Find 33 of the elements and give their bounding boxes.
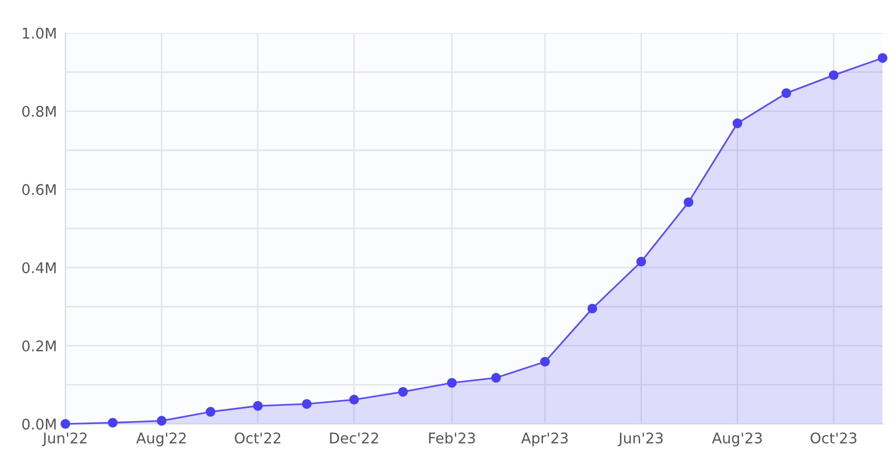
x-tick-label: Jun'22	[42, 432, 87, 446]
point	[398, 386, 408, 397]
x-tick-label: Feb'23	[429, 432, 475, 444]
point	[491, 372, 501, 383]
point	[878, 53, 888, 63]
point	[156, 416, 166, 426]
point	[447, 378, 457, 388]
point	[540, 356, 550, 367]
x-tick-label: Apr'23	[521, 432, 568, 446]
x-tick-label: Jun'23	[618, 432, 663, 446]
x-tick-label: Oct'22	[234, 432, 280, 444]
point	[587, 304, 598, 314]
x-tick-label: Aug'22	[136, 432, 186, 446]
point	[828, 70, 839, 80]
point	[732, 118, 742, 128]
point	[781, 88, 792, 98]
point	[60, 419, 70, 429]
y-tick-label: 1.0M	[22, 28, 56, 39]
x-tick-label: Aug'23	[712, 432, 762, 446]
y-tick-label: 0.6M	[22, 184, 56, 196]
point	[108, 418, 118, 428]
x-tick-label: Oct'23	[810, 432, 856, 444]
y-tick-label: 0.2M	[22, 340, 56, 352]
y-tick-label: 0.8M	[22, 106, 56, 117]
point	[302, 399, 312, 409]
point	[253, 401, 263, 411]
point	[349, 394, 359, 405]
point	[684, 197, 694, 208]
y-tick-label: 0.0M	[22, 418, 56, 430]
point	[636, 256, 646, 267]
point	[206, 406, 216, 417]
x-tick-label: Dec'22	[330, 432, 378, 444]
y-tick-label: 0.4M	[22, 262, 56, 274]
